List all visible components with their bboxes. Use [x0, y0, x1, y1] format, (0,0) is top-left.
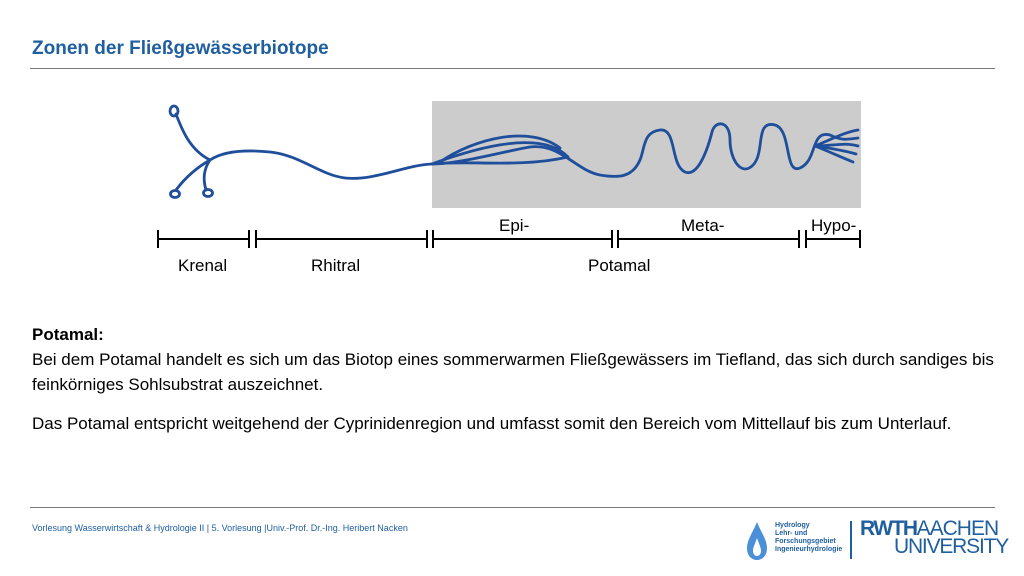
spring-loop-top — [168, 104, 180, 118]
water-drop-logo-icon — [747, 522, 767, 560]
meta-label: Meta- — [681, 216, 724, 235]
content-text: Potamal: Bei dem Potamal handelt es sich… — [32, 322, 997, 436]
zone-scale — [157, 230, 861, 248]
logo-divider — [850, 521, 852, 559]
epi-label: Epi- — [499, 216, 529, 235]
spring-branch-bottom — [202, 158, 212, 192]
delta-branch-4 — [813, 144, 858, 156]
hydrology-line: Ingenieurhydrologie — [775, 546, 843, 553]
river-zones-diagram: Epi- Meta- Hypo- Krenal Rhitral Potamal — [157, 101, 861, 275]
rwth-logo-part2: AACHEN — [916, 517, 1000, 540]
rwth-logo-part1: RWTH — [860, 517, 918, 540]
river-braid-3 — [438, 134, 562, 164]
footer-text: Vorlesung Wasserwirtschaft & Hydrologie … — [32, 523, 408, 533]
river-braid-1 — [430, 155, 570, 166]
rhitral-label: Rhitral — [311, 256, 360, 275]
rwth-logo: RWTHAACHEN UNIVERSITY — [860, 517, 1009, 558]
hydrology-line: Lehr- und — [775, 530, 808, 537]
river-main-channel — [208, 122, 860, 180]
paragraph-2: Das Potamal entspricht weitgehend der Cy… — [32, 414, 952, 433]
potamal-label: Potamal — [588, 256, 650, 275]
rwth-logo-university: UNIVERSITY — [894, 535, 1009, 558]
river-course — [168, 104, 860, 199]
spring-loop-left — [169, 189, 181, 199]
page-title: Zonen der Fließgewässerbiotope — [32, 38, 329, 59]
spring-loop-bottom — [202, 188, 214, 198]
delta-branch-1 — [813, 128, 860, 148]
hydrology-logo-text: Hydrology Lehr- und Forschungsgebiet Ing… — [775, 522, 845, 554]
section-heading: Potamal: — [32, 325, 104, 344]
paragraph-1: Bei dem Potamal handelt es sich um das B… — [32, 350, 994, 394]
title-divider — [30, 68, 995, 69]
spring-branch-left — [174, 158, 212, 192]
hydrology-line: Forschungsgebiet — [775, 538, 836, 545]
hydrology-line: Hydrology — [775, 522, 810, 529]
krenal-label: Krenal — [178, 256, 227, 275]
hypo-label: Hypo- — [811, 216, 856, 235]
spring-branch-top — [174, 112, 212, 162]
footer-divider — [30, 507, 995, 508]
